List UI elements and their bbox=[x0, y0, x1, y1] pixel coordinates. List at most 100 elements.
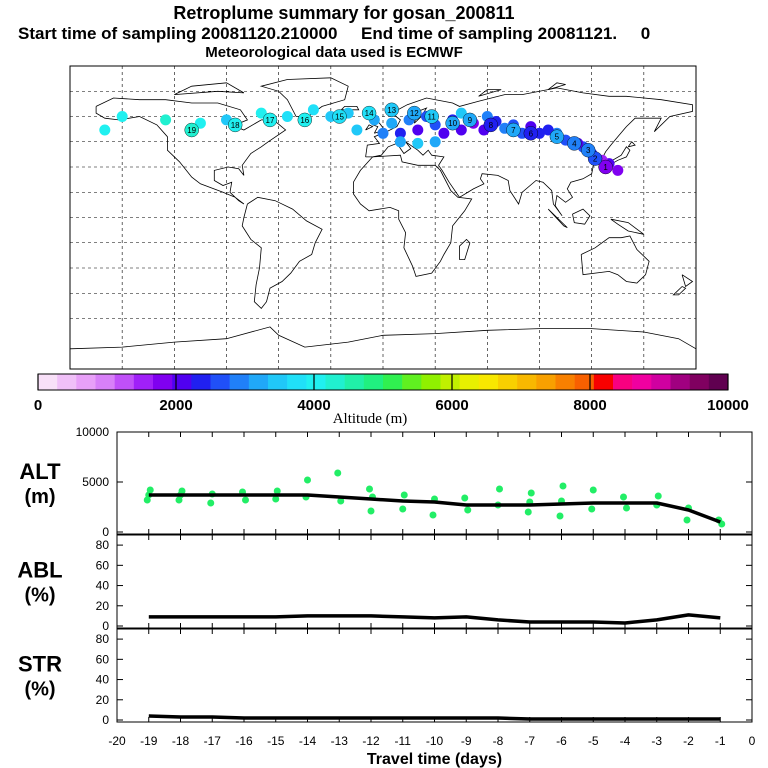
x-tick-label: -5 bbox=[588, 734, 599, 748]
x-tick-label: -8 bbox=[493, 734, 504, 748]
plume-marker bbox=[506, 122, 521, 138]
colorbar-tick-label: 4000 bbox=[297, 397, 330, 414]
x-axis-label: Travel time (days) bbox=[367, 751, 502, 768]
colorbar-cell bbox=[306, 374, 326, 390]
plume-dot bbox=[377, 127, 389, 139]
coastline bbox=[353, 154, 473, 277]
scatter-point bbox=[334, 469, 342, 477]
scatter-point bbox=[272, 495, 280, 503]
x-tick-label: -3 bbox=[651, 734, 662, 748]
colorbar-cell bbox=[344, 374, 365, 390]
coastline bbox=[69, 326, 697, 350]
scatter-point bbox=[556, 512, 564, 520]
plume-day-label: 7 bbox=[511, 126, 516, 135]
plume-marker bbox=[523, 126, 538, 141]
plume-day-label: 11 bbox=[428, 113, 437, 122]
plume-day-label: 6 bbox=[529, 129, 534, 138]
coastline bbox=[608, 146, 631, 166]
scatter-point bbox=[242, 496, 249, 504]
plume-day-label: 16 bbox=[300, 116, 309, 125]
series-line bbox=[148, 613, 721, 625]
plume-marker bbox=[332, 109, 347, 124]
coastline bbox=[627, 141, 636, 148]
colorbar-cell bbox=[613, 374, 633, 390]
colorbar-cell bbox=[670, 374, 690, 390]
plume-day-label: 2 bbox=[593, 155, 598, 164]
colorbar-cell bbox=[287, 374, 307, 390]
plume-dot bbox=[412, 124, 424, 136]
coastline bbox=[341, 106, 360, 111]
colorbar-cell bbox=[172, 374, 192, 390]
scatter-point bbox=[527, 489, 535, 497]
y-tick-label: 0 bbox=[102, 713, 109, 727]
coastline bbox=[547, 82, 566, 90]
coastline bbox=[672, 286, 687, 296]
colorbar-tick-label: 2000 bbox=[159, 397, 192, 414]
plume-dot bbox=[394, 136, 406, 148]
y-tick-label: 80 bbox=[96, 632, 110, 646]
x-tick-label: -14 bbox=[299, 734, 317, 748]
colorbar-cell bbox=[593, 374, 614, 390]
alt-panel: 10000 5000 0 ALT(m) bbox=[19, 425, 753, 539]
colorbar-cell bbox=[325, 374, 345, 390]
plume-dot bbox=[438, 127, 450, 139]
y-tick-label: 20 bbox=[96, 599, 110, 613]
scatter-point bbox=[367, 507, 375, 515]
colorbar-label: Altitude (m) bbox=[333, 411, 408, 427]
coastline bbox=[365, 87, 693, 217]
plume-day-label: 12 bbox=[410, 109, 419, 118]
plume-day-label: 17 bbox=[266, 116, 275, 125]
scatter-point bbox=[399, 505, 407, 513]
colorbar-cell bbox=[574, 374, 595, 390]
met-data-label: Meteorological data used is ECMWF bbox=[205, 44, 463, 61]
coastline bbox=[241, 196, 323, 309]
plume-day-label: 8 bbox=[489, 121, 494, 130]
colorbar-tick-label: 8000 bbox=[573, 397, 606, 414]
colorbar-cell bbox=[459, 374, 480, 390]
plume-day-label: 1 bbox=[603, 163, 608, 172]
y-tick-label: 10000 bbox=[76, 425, 110, 439]
colorbar-cell bbox=[689, 374, 710, 390]
x-tick-label: 0 bbox=[749, 734, 756, 748]
plume-marker bbox=[445, 115, 460, 131]
plume-marker bbox=[184, 122, 199, 138]
plume-day-label: 13 bbox=[387, 106, 396, 115]
scatter-point bbox=[559, 482, 567, 490]
plume-marker bbox=[549, 129, 565, 144]
colorbar-cell bbox=[498, 374, 518, 390]
scatter-point bbox=[429, 511, 437, 519]
travel-time-axis: -20 -19 -18 -17 -16 -15 -14 -13 -12 -11 -10 -9 -8 -7-… bbox=[108, 734, 755, 768]
colorbar-cells bbox=[37, 373, 729, 391]
plume-dot bbox=[116, 111, 128, 122]
colorbar-ticks: 0 2000 4000 6000 8000 10000 bbox=[34, 374, 749, 414]
x-tick-label: -6 bbox=[556, 734, 567, 748]
plume-day-label: 19 bbox=[187, 126, 196, 135]
colorbar-cell bbox=[38, 374, 58, 390]
plume-day-label: 3 bbox=[586, 146, 591, 155]
x-tick-label: -9 bbox=[461, 734, 472, 748]
panel-label: STR bbox=[18, 652, 62, 677]
end-time-trailing: 0 bbox=[640, 24, 651, 43]
colorbar-cell bbox=[114, 374, 135, 390]
y-tick-label: 0 bbox=[102, 619, 109, 633]
colorbar-cell bbox=[229, 374, 250, 390]
coastline bbox=[547, 208, 568, 228]
panel-units: (%) bbox=[24, 585, 55, 607]
colorbar-cell bbox=[383, 374, 403, 390]
colorbar-cell bbox=[210, 374, 230, 390]
coastline bbox=[459, 238, 471, 260]
plume-dot bbox=[281, 111, 293, 122]
plume-marker bbox=[567, 136, 582, 151]
y-tick-label: 80 bbox=[96, 538, 110, 552]
plume-marker bbox=[424, 109, 439, 124]
x-tick-label: -17 bbox=[204, 734, 222, 748]
colorbar-cell bbox=[536, 374, 556, 390]
scatter-point bbox=[623, 504, 630, 512]
scatter-point bbox=[589, 486, 597, 494]
x-tick-label: -4 bbox=[620, 734, 631, 748]
colorbar-cell bbox=[651, 374, 671, 390]
plume-marker bbox=[227, 117, 243, 133]
y-tick-label: 5000 bbox=[82, 475, 109, 489]
